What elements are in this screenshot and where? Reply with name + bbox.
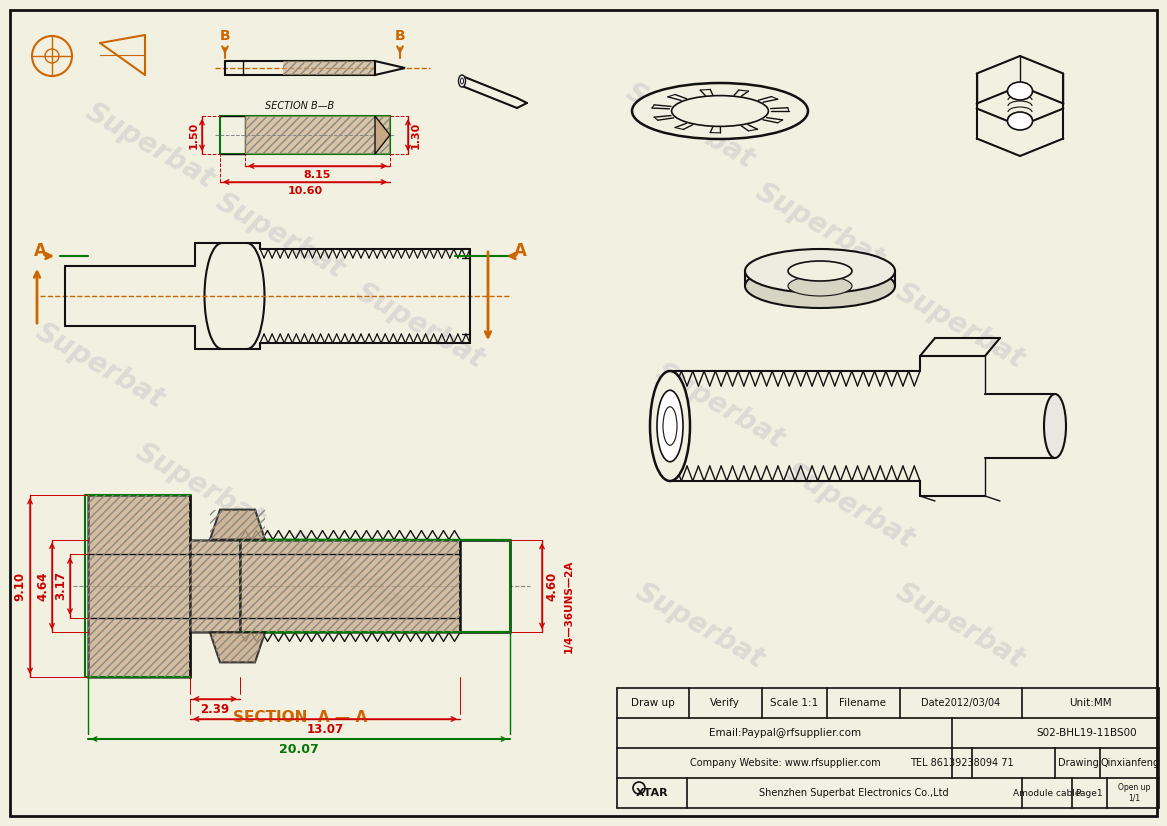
- Ellipse shape: [650, 371, 690, 481]
- Text: Superbat: Superbat: [211, 188, 349, 284]
- Text: XTAR: XTAR: [636, 788, 669, 798]
- Text: Superbat: Superbat: [621, 78, 760, 174]
- Ellipse shape: [788, 276, 852, 296]
- Bar: [88, 495, 190, 677]
- Bar: [284, 61, 375, 75]
- Text: Scale 1:1: Scale 1:1: [770, 698, 818, 708]
- Ellipse shape: [788, 261, 852, 281]
- Text: Company Website: www.rfsupplier.com: Company Website: www.rfsupplier.com: [690, 758, 880, 768]
- Ellipse shape: [663, 406, 677, 445]
- Text: TEL 86139238094 71: TEL 86139238094 71: [910, 758, 1014, 768]
- Text: 10.60: 10.60: [287, 186, 322, 196]
- Text: Drawing: Drawing: [1057, 758, 1098, 768]
- Text: 20.07: 20.07: [279, 743, 319, 756]
- Text: 3.17: 3.17: [54, 572, 67, 601]
- Text: SECTION B—B: SECTION B—B: [265, 101, 335, 111]
- Text: S02-BHL19-11BS00: S02-BHL19-11BS00: [1036, 728, 1138, 738]
- Text: Unit:MM: Unit:MM: [1069, 698, 1111, 708]
- Text: Superbat: Superbat: [781, 458, 920, 554]
- Polygon shape: [210, 510, 265, 539]
- Text: Superbat: Superbat: [131, 438, 270, 534]
- Text: Qinxianfeng: Qinxianfeng: [1100, 758, 1160, 768]
- Bar: [240, 539, 460, 633]
- Text: Superbat: Superbat: [30, 318, 169, 414]
- Text: A: A: [513, 242, 526, 260]
- Ellipse shape: [657, 390, 683, 462]
- Ellipse shape: [1007, 82, 1033, 100]
- Text: 13.07: 13.07: [307, 723, 343, 736]
- Ellipse shape: [461, 78, 463, 84]
- Ellipse shape: [633, 83, 808, 139]
- Text: Superbat: Superbat: [280, 528, 419, 624]
- Text: Verify: Verify: [710, 698, 740, 708]
- Text: Superbat: Superbat: [81, 97, 219, 194]
- Ellipse shape: [1007, 112, 1033, 130]
- Bar: [190, 539, 240, 633]
- Bar: [240, 539, 460, 633]
- Polygon shape: [375, 116, 390, 154]
- Text: 1.30: 1.30: [411, 121, 421, 149]
- Text: Superbat: Superbat: [890, 278, 1029, 374]
- Ellipse shape: [1044, 394, 1065, 458]
- Text: Email:Paypal@rfsupplier.com: Email:Paypal@rfsupplier.com: [708, 728, 861, 738]
- Ellipse shape: [671, 96, 768, 126]
- Text: B: B: [394, 29, 405, 43]
- Text: Draw up: Draw up: [631, 698, 675, 708]
- Bar: [245, 116, 390, 154]
- Text: Superbat: Superbat: [651, 358, 789, 454]
- Bar: [245, 116, 390, 154]
- Bar: [460, 540, 510, 632]
- Bar: [210, 510, 265, 539]
- Text: SECTION  A — A: SECTION A — A: [233, 710, 368, 725]
- Ellipse shape: [459, 75, 466, 87]
- Text: A: A: [34, 242, 47, 260]
- Ellipse shape: [745, 249, 895, 293]
- Text: Date2012/03/04: Date2012/03/04: [922, 698, 1000, 708]
- Text: Filename: Filename: [839, 698, 887, 708]
- Text: 2.39: 2.39: [201, 703, 230, 716]
- Text: Open up
1/1: Open up 1/1: [1118, 783, 1151, 803]
- Text: Superbat: Superbat: [750, 178, 889, 274]
- Text: 4.60: 4.60: [545, 572, 558, 601]
- Text: Superbat: Superbat: [890, 578, 1029, 674]
- Ellipse shape: [745, 264, 895, 308]
- Text: Amodule cable: Amodule cable: [1013, 789, 1081, 797]
- Text: B: B: [219, 29, 230, 43]
- Bar: [190, 539, 240, 633]
- Bar: [88, 495, 190, 677]
- Text: 9.10: 9.10: [13, 572, 26, 601]
- Text: Superbat: Superbat: [350, 278, 489, 374]
- Text: Superbat: Superbat: [630, 578, 769, 674]
- Text: 8.15: 8.15: [303, 170, 331, 180]
- Polygon shape: [375, 61, 405, 75]
- Text: 1.50: 1.50: [189, 121, 200, 149]
- Text: Shenzhen Superbat Electronics Co.,Ltd: Shenzhen Superbat Electronics Co.,Ltd: [760, 788, 949, 798]
- Polygon shape: [210, 633, 265, 662]
- Bar: [284, 61, 375, 75]
- Text: Page1: Page1: [1075, 789, 1103, 797]
- Text: 1/4—36UNS—2A: 1/4—36UNS—2A: [564, 559, 574, 653]
- Text: 4.64: 4.64: [36, 572, 49, 601]
